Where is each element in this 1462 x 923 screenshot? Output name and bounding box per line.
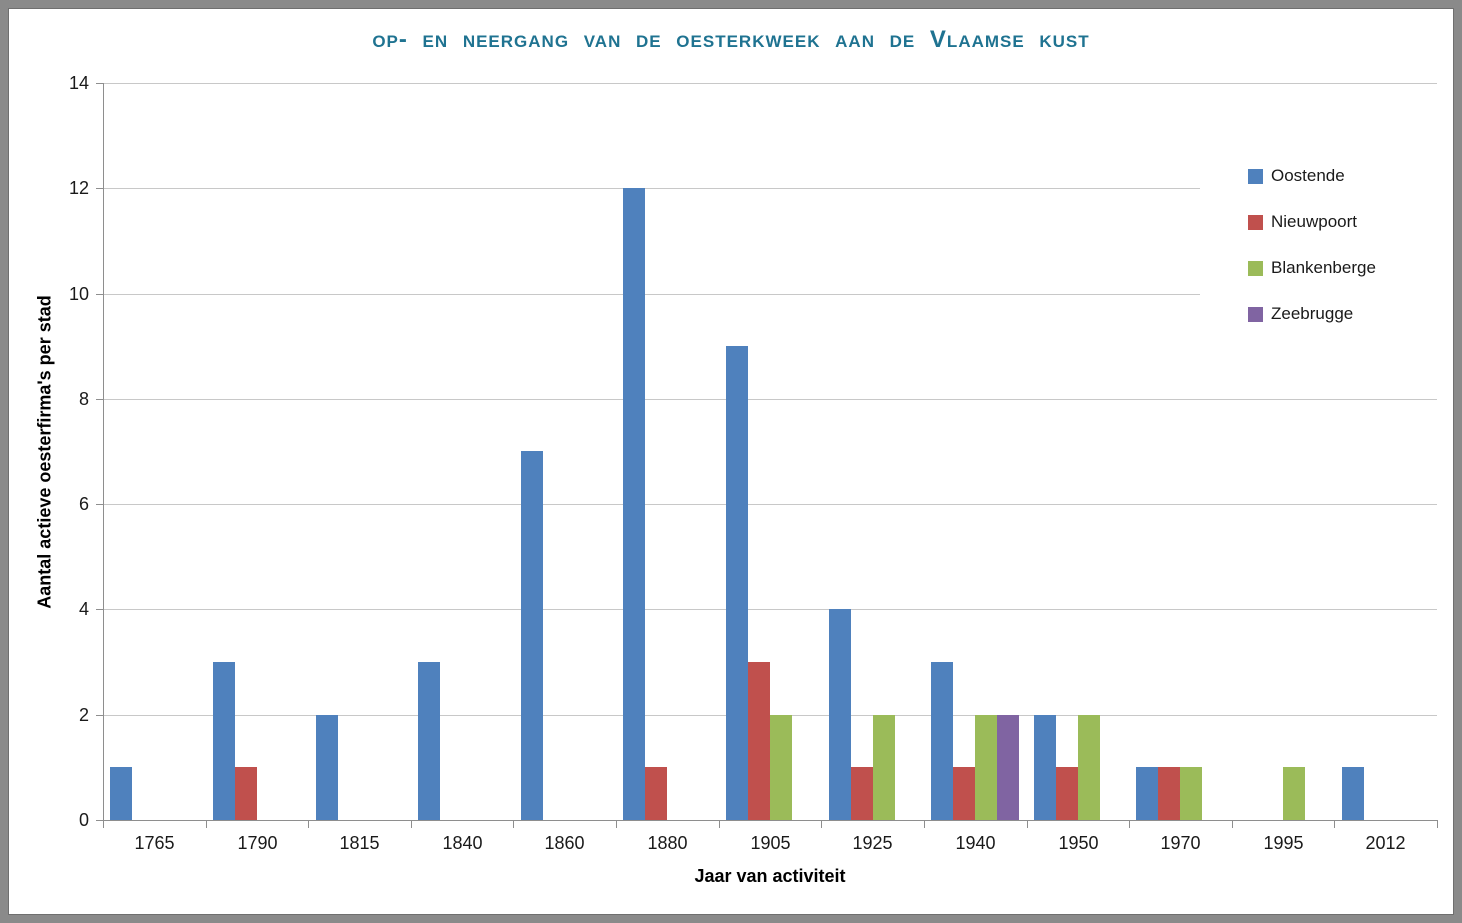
- x-tick-label-1765: 1765: [134, 833, 175, 853]
- y-tick-label-12: 12: [68, 178, 89, 198]
- x-tick-label-1995: 1995: [1263, 833, 1304, 853]
- x-tick-1: [206, 821, 207, 828]
- x-tick-label-1940: 1940: [955, 833, 996, 853]
- y-tick-14: [96, 83, 103, 84]
- bar-blankenberge-1970: [1180, 767, 1202, 820]
- x-tick-label-1970: 1970: [1160, 833, 1201, 853]
- x-tick-label-1790: 1790: [237, 833, 278, 853]
- x-tick-13: [1437, 821, 1438, 828]
- legend-swatch-blankenberge: [1248, 260, 1263, 276]
- x-tick-label-1815: 1815: [339, 833, 380, 853]
- bar-nieuwpoort-1905: [748, 662, 770, 820]
- y-tick-label-2: 2: [78, 705, 89, 725]
- bar-blankenberge-1940: [975, 715, 997, 820]
- bar-oostende-1880: [623, 188, 645, 820]
- gridline-y-14: [103, 83, 1437, 84]
- bar-oostende-1950: [1034, 715, 1056, 820]
- y-tick-12: [96, 188, 103, 189]
- x-tick-label-1860: 1860: [544, 833, 585, 853]
- bar-blankenberge-1995: [1283, 767, 1305, 820]
- x-tick-6: [719, 821, 720, 828]
- x-tick-5: [616, 821, 617, 828]
- legend-entry-oostende: Oostende: [1200, 166, 1437, 186]
- y-tick-label-4: 4: [78, 599, 89, 619]
- x-tick-10: [1129, 821, 1130, 828]
- bar-nieuwpoort-1950: [1056, 767, 1078, 820]
- bar-oostende-1940: [931, 662, 953, 820]
- legend-entry-nieuwpoort: Nieuwpoort: [1200, 212, 1437, 232]
- bar-oostende-1925: [829, 609, 851, 820]
- bar-nieuwpoort-1790: [235, 767, 257, 820]
- bar-oostende-1970: [1136, 767, 1158, 820]
- x-tick-2: [308, 821, 309, 828]
- legend-label-blankenberge: Blankenberge: [1271, 258, 1376, 277]
- bar-nieuwpoort-1880: [645, 767, 667, 820]
- gridline-y-4: [103, 609, 1437, 610]
- legend: Oostende Nieuwpoort Blankenberge Zeebrugge: [1200, 154, 1437, 346]
- x-tick-4: [513, 821, 514, 828]
- x-tick-7: [821, 821, 822, 828]
- legend-swatch-zeebrugge: [1248, 306, 1263, 322]
- y-tick-label-0: 0: [78, 810, 89, 830]
- bar-nieuwpoort-1940: [953, 767, 975, 820]
- y-tick-label-6: 6: [78, 494, 89, 514]
- bar-blankenberge-1925: [873, 715, 895, 820]
- gridline-y-8: [103, 399, 1437, 400]
- y-tick-8: [96, 399, 103, 400]
- x-tick-9: [1027, 821, 1028, 828]
- x-tick-8: [924, 821, 925, 828]
- x-tick-label-1950: 1950: [1058, 833, 1099, 853]
- y-tick-10: [96, 294, 103, 295]
- bar-oostende-1765: [110, 767, 132, 820]
- x-tick-0: [103, 821, 104, 828]
- x-tick-label-1880: 1880: [647, 833, 688, 853]
- y-axis-title: Aantal actieve oesterfirma's per stad: [34, 295, 55, 609]
- bar-blankenberge-1950: [1078, 715, 1100, 820]
- gridline-y-10: [103, 294, 1437, 295]
- y-tick-2: [96, 715, 103, 716]
- legend-entry-blankenberge: Blankenberge: [1200, 258, 1437, 278]
- gridline-y-12: [103, 188, 1437, 189]
- x-tick-3: [411, 821, 412, 828]
- bar-nieuwpoort-1970: [1158, 767, 1180, 820]
- bar-oostende-1790: [213, 662, 235, 820]
- y-tick-0: [96, 820, 103, 821]
- x-tick-11: [1232, 821, 1233, 828]
- legend-label-zeebrugge: Zeebrugge: [1271, 304, 1354, 323]
- bar-oostende-1840: [418, 662, 440, 820]
- x-tick-12: [1334, 821, 1335, 828]
- legend-swatch-oostende: [1248, 168, 1263, 184]
- bar-nieuwpoort-1925: [851, 767, 873, 820]
- y-axis-line: [103, 83, 104, 828]
- y-tick-label-10: 10: [68, 284, 89, 304]
- chart-title: op- en neergang van de oesterkweek aan d…: [372, 26, 1090, 53]
- legend-entry-zeebrugge: Zeebrugge: [1200, 304, 1437, 324]
- bar-blankenberge-1905: [770, 715, 792, 820]
- bar-zeebrugge-1940: [997, 715, 1019, 820]
- bar-oostende-1905: [726, 346, 748, 820]
- bar-oostende-1815: [316, 715, 338, 820]
- legend-label-oostende: Oostende: [1271, 166, 1345, 185]
- bar-oostende-1860: [521, 451, 543, 820]
- x-axis-line: [103, 820, 1438, 821]
- x-tick-label-1925: 1925: [852, 833, 893, 853]
- y-tick-label-14: 14: [68, 73, 89, 93]
- bar-oostende-2012: [1342, 767, 1364, 820]
- x-tick-label-1840: 1840: [442, 833, 483, 853]
- x-tick-label-1905: 1905: [750, 833, 791, 853]
- x-tick-label-2012: 2012: [1365, 833, 1406, 853]
- gridline-y-6: [103, 504, 1437, 505]
- legend-label-nieuwpoort: Nieuwpoort: [1271, 212, 1357, 231]
- y-tick-label-8: 8: [78, 389, 89, 409]
- legend-swatch-nieuwpoort: [1248, 214, 1263, 230]
- y-tick-4: [96, 609, 103, 610]
- x-axis-title: Jaar van activiteit: [694, 866, 846, 886]
- y-tick-6: [96, 504, 103, 505]
